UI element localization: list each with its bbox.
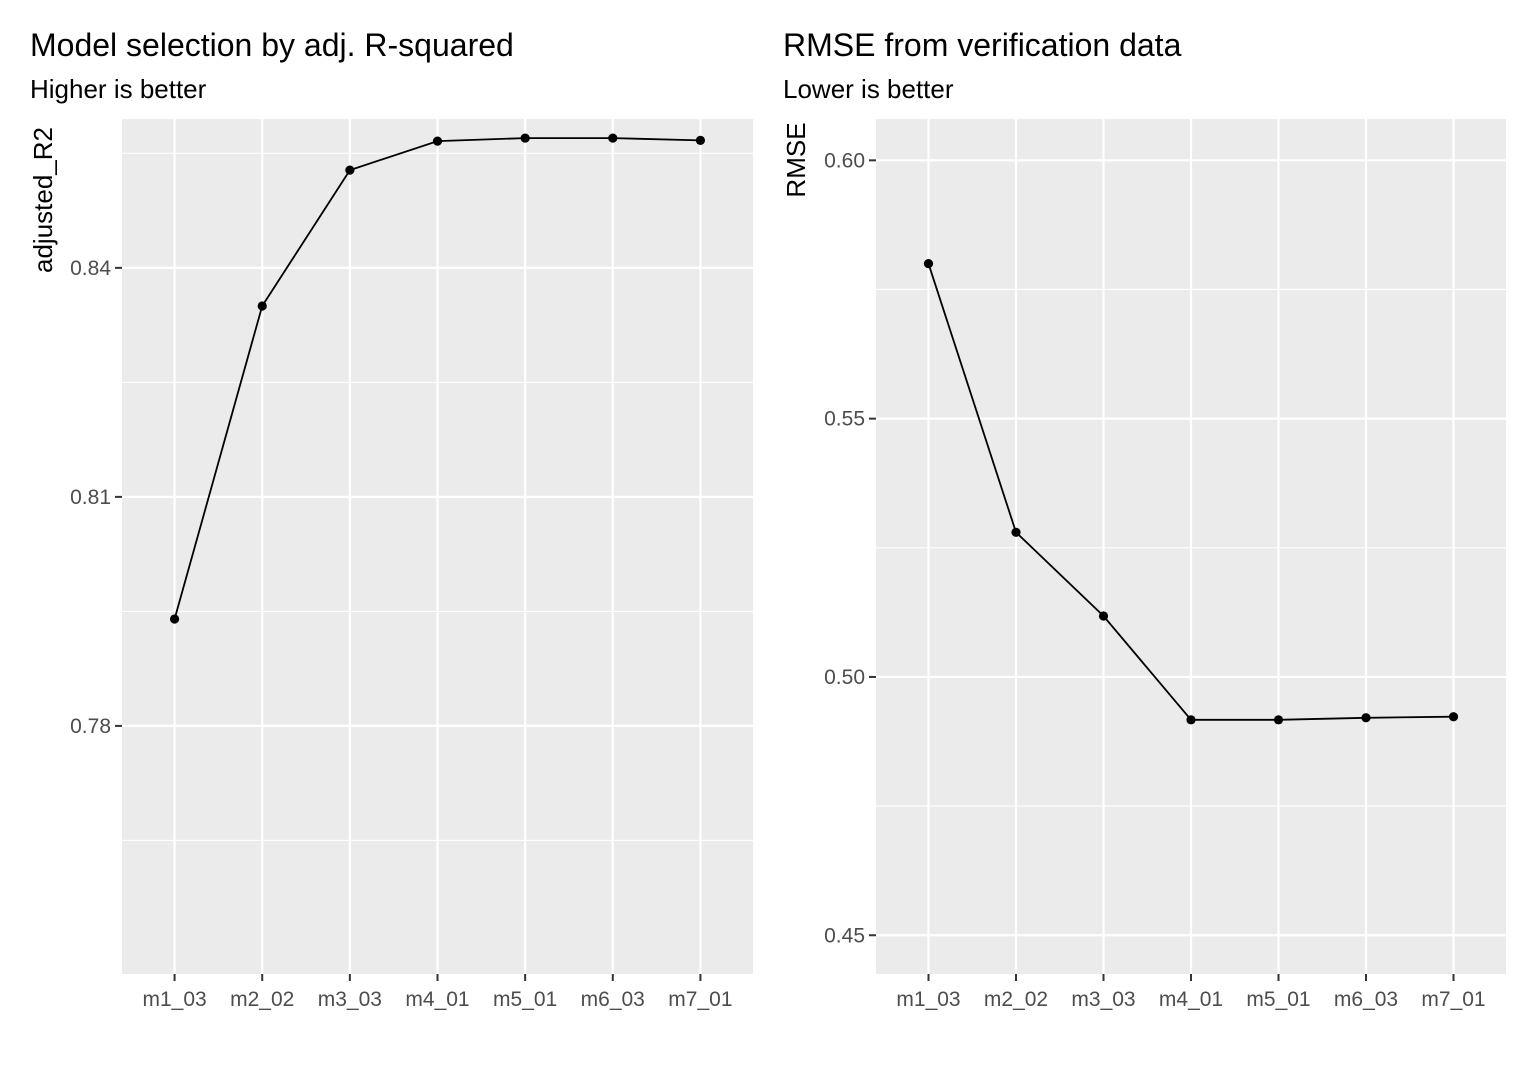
data-point: [345, 165, 355, 175]
data-point: [695, 135, 706, 145]
x-tick-label: m4_01: [1159, 988, 1223, 1011]
y-tick-label: 0.84: [70, 257, 111, 280]
y-tick-label: 0.81: [70, 486, 111, 509]
data-point: [923, 259, 934, 269]
x-tick-label: m2_02: [230, 988, 294, 1011]
x-tick-label: m6_03: [1334, 988, 1398, 1011]
data-point: [169, 614, 180, 624]
x-tick-label: m6_03: [581, 988, 645, 1011]
x-axis: m1_03 m2_02 m3_03 m4_01 m5_01 m6_03 m7_01: [896, 974, 1486, 1011]
data-point: [608, 133, 618, 143]
data-point: [1448, 712, 1459, 722]
y-tick-label: 0.55: [824, 408, 865, 431]
gridlines: [122, 119, 753, 974]
x-tick-label: m5_01: [493, 988, 557, 1011]
y-axis: 0.78 0.81 0.84: [70, 257, 122, 738]
series-points: [169, 133, 706, 624]
x-tick-label: m3_03: [318, 988, 382, 1011]
chart-subtitle: Lower is better: [783, 74, 954, 104]
data-point: [1186, 715, 1196, 725]
y-tick-label: 0.50: [824, 666, 865, 689]
chart-subtitle: Higher is better: [30, 74, 207, 104]
gridlines: [876, 119, 1506, 974]
x-axis: m1_03 m2_02 m3_03 m4_01 m5_01 m6_03 m7_01: [142, 974, 733, 1011]
chart-adjusted-r2: Model selection by adj. R-squared Higher…: [28, 27, 753, 1011]
x-tick-label: m7_01: [668, 988, 732, 1011]
y-tick-label: 0.45: [824, 924, 865, 947]
chart-title: Model selection by adj. R-squared: [30, 27, 514, 63]
data-point: [1098, 611, 1109, 621]
x-tick-label: m4_01: [405, 988, 469, 1011]
data-point: [1361, 713, 1371, 723]
y-axis-title: RMSE: [781, 122, 811, 197]
x-tick-label: m1_03: [896, 988, 960, 1011]
data-point: [520, 133, 530, 143]
data-point: [1011, 527, 1021, 537]
y-axis-title: adjusted_R2: [28, 127, 58, 273]
y-axis: 0.45 0.50 0.55 0.60: [824, 149, 876, 947]
x-tick-label: m1_03: [142, 988, 206, 1011]
x-tick-label: m3_03: [1071, 988, 1135, 1011]
series-points: [923, 259, 1459, 725]
y-tick-label: 0.60: [824, 149, 865, 172]
x-tick-label: m7_01: [1421, 988, 1485, 1011]
y-tick-label: 0.78: [70, 715, 111, 738]
data-point: [1273, 715, 1284, 725]
chart-rmse: RMSE from verification data Lower is bet…: [781, 27, 1506, 1011]
chart-title: RMSE from verification data: [783, 27, 1182, 63]
x-tick-label: m2_02: [984, 988, 1048, 1011]
data-point: [257, 301, 267, 311]
data-point: [432, 136, 443, 146]
x-tick-label: m5_01: [1246, 988, 1310, 1011]
